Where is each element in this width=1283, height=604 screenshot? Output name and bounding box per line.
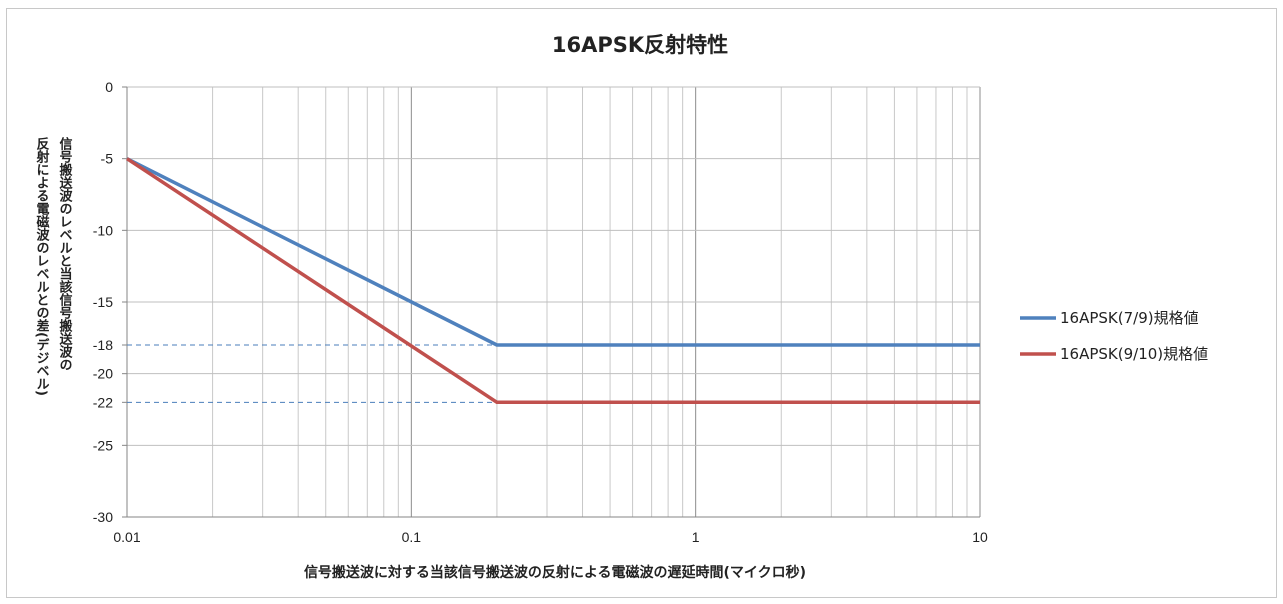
x-tick-label: 10: [972, 529, 988, 545]
legend-label: 16APSK(9/10)規格値: [1060, 345, 1208, 363]
grid: [122, 86, 981, 518]
legend: 16APSK(7/9)規格値 16APSK(9/10)規格値: [1020, 309, 1208, 363]
y-tick-label: -10: [93, 222, 113, 238]
y-tick-label: -5: [101, 151, 114, 167]
y-tick-label: -25: [93, 437, 113, 453]
y-tick-label: -15: [93, 294, 113, 310]
x-tick-labels: 0.01 0.1 1 10: [113, 529, 988, 545]
y-tick-labels: 0 -5 -10 -15 -18 -20 -22 -25 -30: [93, 79, 113, 525]
x-tick-label: 0.01: [113, 529, 140, 545]
y-tick-label: -18: [93, 337, 113, 353]
y-tick-label: 0: [105, 79, 113, 95]
y-tick-label: -20: [93, 366, 113, 382]
series-line-2: [126, 157, 980, 405]
chart-frame: [6, 8, 1277, 598]
y-tick-label: -30: [93, 509, 113, 525]
y-axis-label-line-1: 信号搬送波のレベルと当該信号搬送波の: [57, 136, 74, 371]
chart-title: 16APSK反射特性: [552, 33, 728, 57]
x-tick-label: 1: [692, 529, 700, 545]
x-axis-label: 信号搬送波に対する当該信号搬送波の反射による電磁波の遅延時間(マイクロ秒): [304, 564, 806, 581]
x-tick-label: 0.1: [402, 529, 422, 545]
y-axis-label-line-2: 反射による電磁波のレベルとの差(デジベル): [34, 136, 51, 395]
series-lines: [126, 157, 980, 405]
y-tick-label: -22: [93, 394, 113, 410]
legend-label: 16APSK(7/9)規格値: [1060, 309, 1199, 327]
series-line-1: [126, 157, 980, 347]
